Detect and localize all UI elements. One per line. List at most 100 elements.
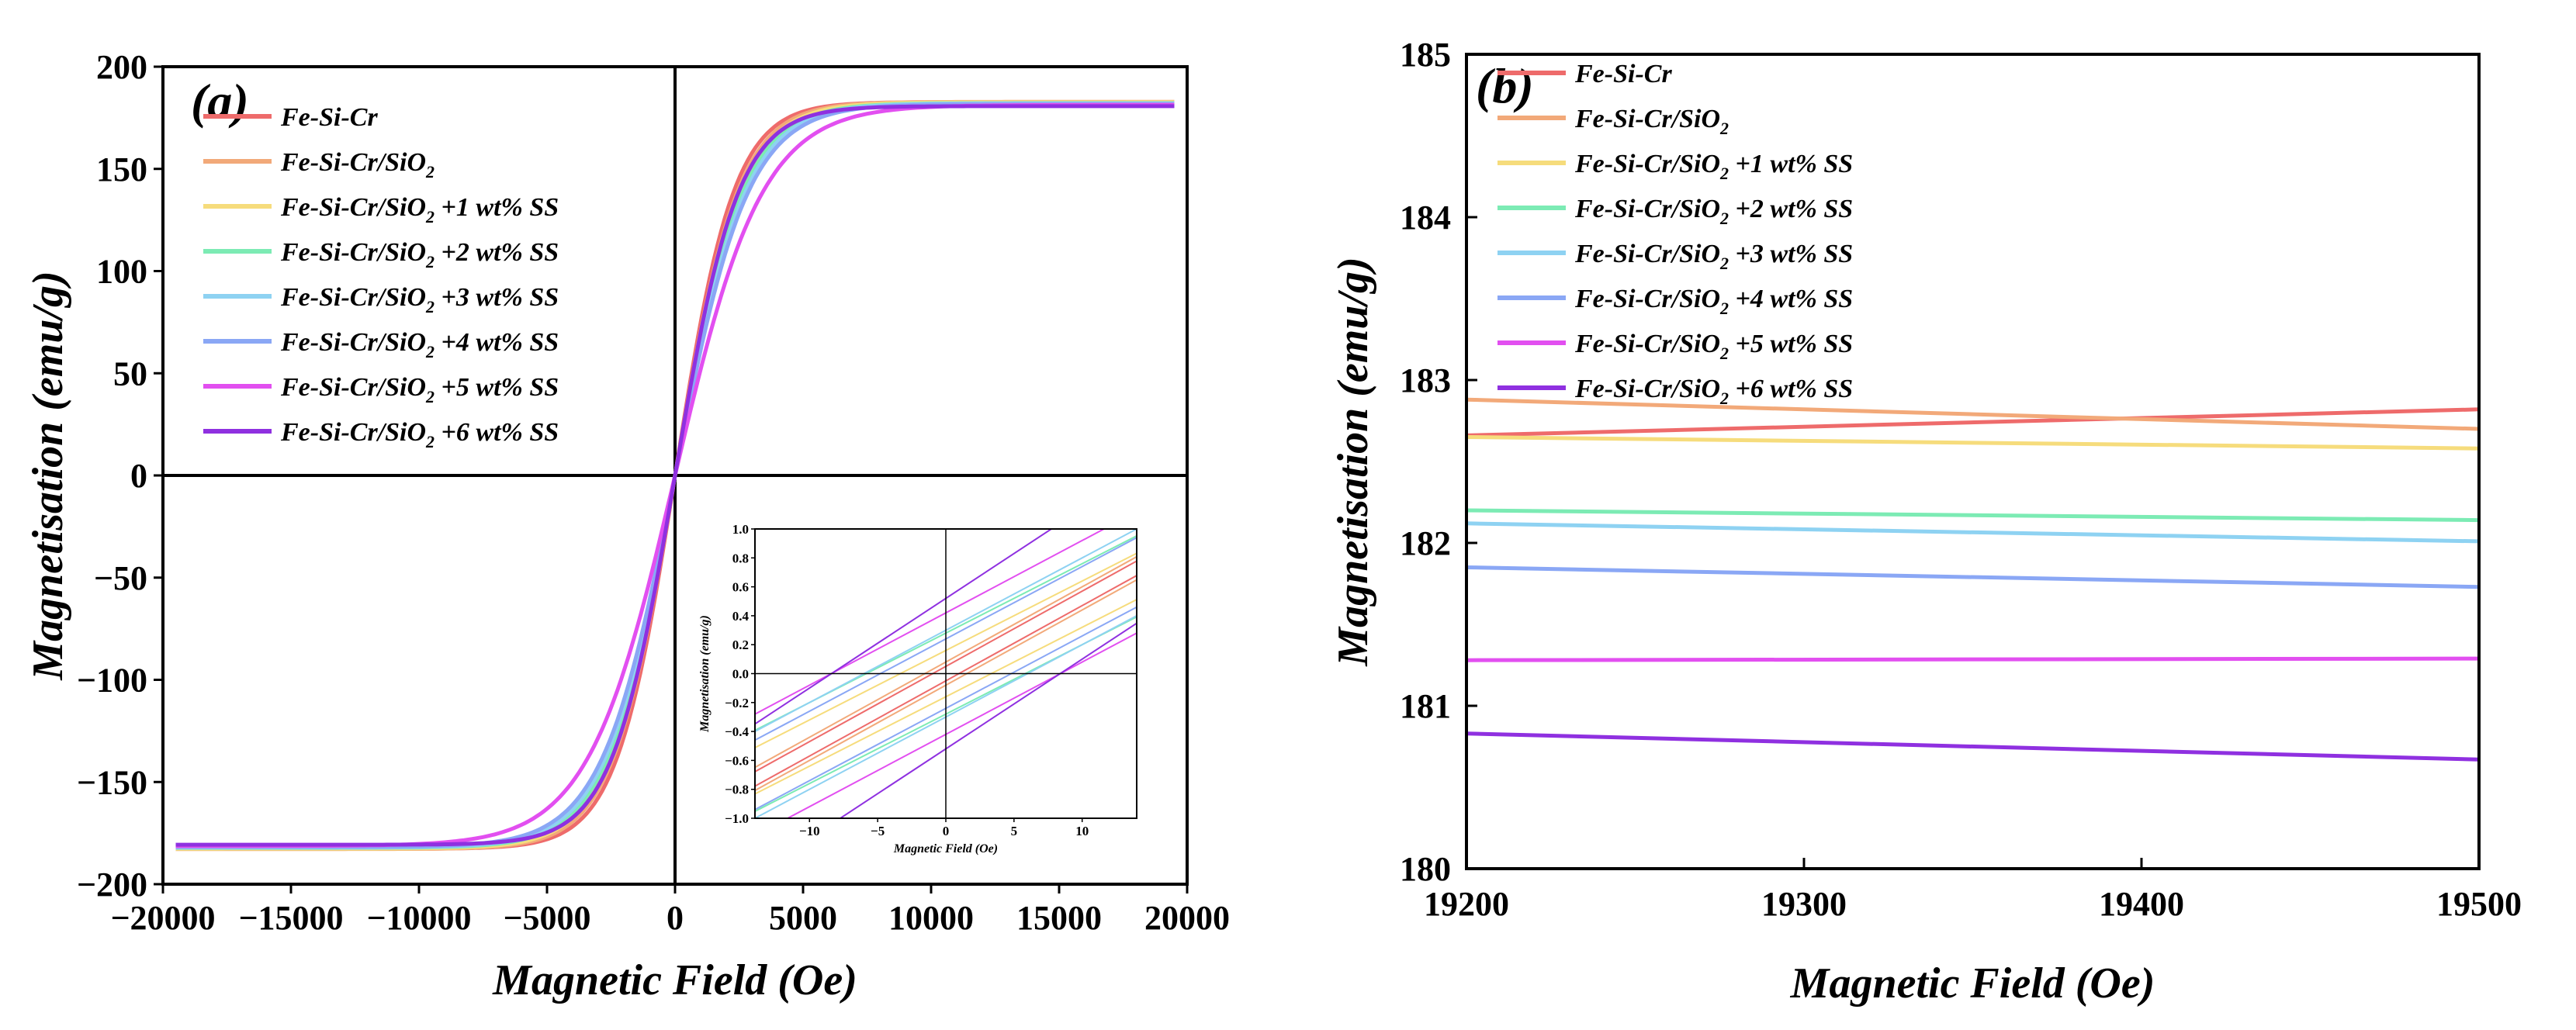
y-tick-label: 184 (1400, 199, 1451, 237)
legend-label: Fe-Si-Cr/SiO2 +6 wt% SS (280, 418, 559, 451)
x-tick-label: 19400 (2099, 885, 2184, 923)
legend-label: Fe-Si-Cr/SiO2 +6 wt% SS (1574, 375, 1853, 408)
y-tick-label: 182 (1400, 524, 1451, 562)
panel-b-plot-frame (1465, 53, 2481, 870)
y-tick-label: −50 (94, 559, 147, 597)
line-fe-si-cr-sio2 (1466, 397, 2480, 431)
x-tick-label: −5000 (503, 899, 590, 937)
panel-b-y-axis-title: Magnetisation (emu/g) (1329, 257, 1377, 666)
line-ss3 (1466, 521, 2480, 544)
panel-a-x-axis-title: Magnetic Field (Oe) (492, 956, 857, 1004)
x-tick-label: 19200 (1424, 885, 1509, 923)
legend-label: Fe-Si-Cr (1574, 60, 1672, 88)
inset-y-tick-label: −0.6 (725, 753, 749, 768)
legend-label: Fe-Si-Cr/SiO2 +5 wt% SS (280, 373, 559, 406)
inset-y-tick-label: −0.8 (725, 783, 749, 797)
x-tick-label: 10000 (888, 899, 974, 937)
y-tick-label: 183 (1400, 361, 1451, 399)
line-ss2 (1466, 508, 2480, 523)
legend-item: Fe-Si-Cr/SiO2 (1497, 105, 1729, 138)
x-tick-label: 19300 (1761, 885, 1847, 923)
panel-a-label: (a) (191, 74, 249, 129)
x-tick-label: 0 (667, 899, 684, 937)
legend-item: Fe-Si-Cr (203, 103, 378, 132)
legend-label: Fe-Si-Cr/SiO2 +1 wt% SS (1574, 150, 1853, 183)
legend-item: Fe-Si-Cr/SiO2 +1 wt% SS (203, 193, 559, 226)
y-tick-label: 150 (96, 150, 147, 188)
inset-y-tick-label: 0.2 (732, 638, 749, 652)
y-tick-label: −200 (77, 866, 147, 904)
x-tick-label: −20000 (110, 899, 215, 937)
legend-item: Fe-Si-Cr/SiO2 +5 wt% SS (203, 373, 559, 406)
legend-label: Fe-Si-Cr/SiO2 (1574, 105, 1729, 138)
line-ss6 (1466, 731, 2480, 762)
legend-item: Fe-Si-Cr/SiO2 +4 wt% SS (203, 328, 559, 361)
y-tick-label: −150 (77, 763, 147, 801)
inset-y-tick-label: 0.0 (732, 667, 749, 682)
line-ss1 (1466, 435, 2480, 451)
line-ss4 (1466, 565, 2480, 589)
y-tick-label: 181 (1400, 687, 1451, 725)
legend-item: Fe-Si-Cr/SiO2 (203, 148, 435, 181)
x-tick-label: 19500 (2436, 885, 2522, 923)
inset-y-tick-label: −1.0 (725, 811, 749, 826)
legend-label: Fe-Si-Cr/SiO2 +1 wt% SS (280, 193, 559, 226)
line-fe-si-cr (1466, 407, 2480, 437)
y-tick-label: 185 (1400, 36, 1451, 74)
panel-b-x-axis-title: Magnetic Field (Oe) (1790, 959, 2155, 1008)
inset-x-tick-label: −10 (799, 824, 820, 838)
panel-b-label: (b) (1476, 58, 1534, 113)
panel-a-axes: −20000 −15000 −10000 −5000 0 5000 10000 150 0 0 20… (77, 48, 1230, 937)
curve-ss6 (175, 104, 1175, 847)
y-tick-label: 50 (113, 354, 147, 392)
inset-y-tick-label: 0.8 (732, 551, 749, 565)
inset-y-axis-title: Magnetisation (emu/g) (698, 615, 712, 733)
inset-x-axis-title: Magnetic Field (Oe) (893, 842, 998, 855)
inset-y-tick-label: −0.2 (725, 696, 749, 710)
chart-panel-b: 19200 19300 19400 19500 180 181 182 183 184 185 (… (1329, 36, 2522, 1008)
legend-item: Fe-Si-Cr/SiO2 +3 wt% SS (203, 283, 559, 316)
x-tick-label: −10000 (366, 899, 471, 937)
legend-item: Fe-Si-Cr/SiO2 +3 wt% SS (1497, 240, 1853, 273)
legend-item: Fe-Si-Cr (1497, 60, 1672, 88)
panel-b-legend: Fe-Si-Cr Fe-Si-Cr/SiO2 Fe-Si-Cr/SiO2 +1 wt… (1497, 60, 1853, 408)
legend-item: Fe-Si-Cr/SiO2 +6 wt% SS (1497, 375, 1853, 408)
panel-b-axes: 19200 19300 19400 19500 180 181 182 183 184 185 (1400, 36, 2522, 923)
legend-label: Fe-Si-Cr/SiO2 +4 wt% SS (1574, 285, 1853, 318)
y-tick-label: 100 (96, 253, 147, 291)
inset-x-tick-label: 10 (1075, 824, 1089, 838)
legend-label: Fe-Si-Cr (280, 103, 378, 132)
panel-a-y-axis-title: Magnetisation (emu/g) (24, 271, 72, 680)
legend-label: Fe-Si-Cr/SiO2 +4 wt% SS (280, 328, 559, 361)
y-tick-label: 200 (96, 48, 147, 86)
legend-label: Fe-Si-Cr/SiO2 +3 wt% SS (280, 283, 559, 316)
inset-y-tick-label: 0.4 (732, 609, 750, 624)
inset-y-tick-label: 1.0 (732, 522, 749, 537)
panel-b-content (1466, 397, 2480, 762)
legend-item: Fe-Si-Cr/SiO2 +6 wt% SS (203, 418, 559, 451)
panel-a-legend: Fe-Si-Cr Fe-Si-Cr/SiO2 Fe-Si-Cr/SiO2 +1 wt… (203, 103, 559, 451)
legend-item: Fe-Si-Cr/SiO2 +5 wt% SS (1497, 330, 1853, 363)
inset-x-tick-label: 0 (943, 824, 950, 838)
inset-x-tick-label: 5 (1011, 824, 1018, 838)
inset-y-tick-label: −0.4 (725, 724, 749, 739)
legend-label: Fe-Si-Cr/SiO2 (280, 148, 435, 181)
line-ss5 (1466, 656, 2480, 662)
panel-a-inset-chart: −10 −5 0 5 10 −1.0 −0.8 −0.6 −0.4 −0.2 0.0 0.2 0.4 0.… (698, 522, 1137, 855)
legend-item: Fe-Si-Cr/SiO2 +1 wt% SS (1497, 150, 1853, 183)
inset-y-tick-label: 0.6 (732, 580, 749, 595)
y-tick-label: 0 (130, 457, 147, 495)
legend-item: Fe-Si-Cr/SiO2 +2 wt% SS (1497, 195, 1853, 228)
legend-item: Fe-Si-Cr/SiO2 +4 wt% SS (1497, 285, 1853, 318)
chart-panel-a: −20000 −15000 −10000 −5000 0 5000 10000 150 0 0 20… (24, 48, 1230, 1004)
legend-label: Fe-Si-Cr/SiO2 +3 wt% SS (1574, 240, 1853, 273)
x-tick-label: 5000 (769, 899, 837, 937)
x-tick-label: −15000 (238, 899, 343, 937)
legend-item: Fe-Si-Cr/SiO2 +2 wt% SS (203, 238, 559, 271)
legend-label: Fe-Si-Cr/SiO2 +5 wt% SS (1574, 330, 1853, 363)
panel-a-content (163, 67, 1187, 884)
x-tick-label: 20000 (1144, 899, 1230, 937)
inset-x-tick-label: −5 (871, 824, 885, 838)
y-tick-label: −100 (77, 662, 147, 700)
